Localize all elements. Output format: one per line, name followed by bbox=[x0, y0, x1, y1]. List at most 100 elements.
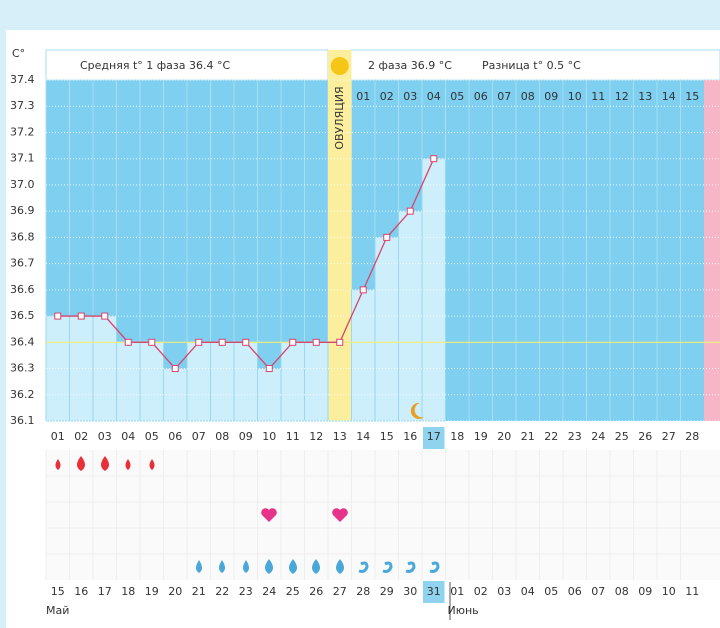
moon bbox=[410, 402, 424, 419]
date-label: 20 bbox=[168, 585, 182, 598]
point bbox=[312, 338, 320, 346]
date-label: 21 bbox=[192, 585, 206, 598]
bar bbox=[210, 341, 235, 422]
x-tick-label: 21 bbox=[521, 430, 535, 443]
x-tick-label: 14 bbox=[356, 430, 370, 443]
y-tick-label: 37.3 bbox=[10, 99, 35, 112]
point bbox=[195, 338, 203, 346]
date-label: 04 bbox=[521, 585, 535, 598]
date-label: 17 bbox=[98, 585, 112, 598]
point bbox=[101, 312, 109, 320]
phase2-day: 09 bbox=[544, 90, 558, 103]
x-tick-label: 13 bbox=[333, 430, 347, 443]
period-drop bbox=[125, 459, 131, 470]
phase2-day: 12 bbox=[615, 90, 629, 103]
date-label: 31 bbox=[427, 585, 441, 598]
date-label: 19 bbox=[145, 585, 159, 598]
y-tick-label: 36.8 bbox=[10, 230, 35, 243]
x-tick-label: 27 bbox=[662, 430, 676, 443]
x-tick-label: 25 bbox=[615, 430, 629, 443]
phase2-day: 02 bbox=[380, 90, 394, 103]
date-label: 03 bbox=[497, 585, 511, 598]
x-tick-label: 03 bbox=[98, 430, 112, 443]
bar bbox=[186, 341, 211, 422]
month-label: Май bbox=[46, 604, 69, 617]
date-label: 30 bbox=[403, 585, 417, 598]
x-tick-label: 04 bbox=[121, 430, 135, 443]
y-tick-label: 36.1 bbox=[10, 414, 35, 427]
point bbox=[54, 312, 62, 320]
difference-label: Разница t° 0.5 °C bbox=[482, 59, 581, 72]
date-label: 24 bbox=[262, 585, 276, 598]
date-label: 29 bbox=[380, 585, 394, 598]
date-label: 15 bbox=[51, 585, 65, 598]
point bbox=[218, 338, 226, 346]
x-tick-label: 02 bbox=[74, 430, 88, 443]
discharge bbox=[358, 561, 369, 573]
x-tick-label: 16 bbox=[403, 430, 417, 443]
y-tick-label: 37.4 bbox=[10, 73, 35, 86]
y-unit: C° bbox=[12, 47, 25, 60]
y-tick-label: 37.2 bbox=[10, 125, 35, 138]
point bbox=[406, 207, 414, 215]
date-label: 25 bbox=[286, 585, 300, 598]
x-tick-label: 09 bbox=[239, 430, 253, 443]
y-tick-label: 36.5 bbox=[10, 309, 35, 322]
y-tick-label: 37.0 bbox=[10, 178, 35, 191]
heart bbox=[332, 508, 348, 522]
date-label: 09 bbox=[638, 585, 652, 598]
x-tick-label: 08 bbox=[215, 430, 229, 443]
point bbox=[336, 338, 344, 346]
point bbox=[148, 338, 156, 346]
date-label: 23 bbox=[239, 585, 253, 598]
x-tick-label: 05 bbox=[145, 430, 159, 443]
y-tick-label: 37.1 bbox=[10, 152, 35, 165]
x-tick-label: 06 bbox=[168, 430, 182, 443]
x-tick-label: 15 bbox=[380, 430, 394, 443]
point bbox=[359, 286, 367, 294]
point bbox=[430, 155, 438, 163]
phase2-day: 10 bbox=[568, 90, 582, 103]
discharge bbox=[429, 561, 440, 573]
date-label: 16 bbox=[74, 585, 88, 598]
point bbox=[242, 338, 250, 346]
x-tick-label: 18 bbox=[450, 430, 464, 443]
point bbox=[289, 338, 297, 346]
phase1-label: Средняя t° 1 фаза 36.4 °C bbox=[80, 59, 230, 72]
point bbox=[77, 312, 85, 320]
x-tick-label: 20 bbox=[497, 430, 511, 443]
phase2-day: 07 bbox=[497, 90, 511, 103]
date-label: 22 bbox=[215, 585, 229, 598]
water-drop bbox=[336, 559, 344, 574]
x-tick-label: 23 bbox=[568, 430, 582, 443]
date-label: 18 bbox=[121, 585, 135, 598]
date-label: 27 bbox=[333, 585, 347, 598]
phase2-day: 08 bbox=[521, 90, 535, 103]
heart bbox=[261, 508, 277, 522]
water-drop bbox=[243, 560, 249, 573]
phase2-day: 01 bbox=[356, 90, 370, 103]
period-drop bbox=[149, 459, 155, 470]
today-box bbox=[423, 581, 445, 603]
water-drop bbox=[312, 559, 320, 574]
y-tick-label: 36.3 bbox=[10, 362, 35, 375]
period-drop bbox=[77, 456, 85, 471]
date-label: 05 bbox=[544, 585, 558, 598]
point bbox=[124, 338, 132, 346]
bar bbox=[304, 341, 329, 422]
water-drop bbox=[219, 560, 225, 573]
x-tick-label: 11 bbox=[286, 430, 300, 443]
water-drop bbox=[196, 560, 202, 573]
discharge bbox=[382, 561, 393, 573]
point bbox=[383, 233, 391, 241]
date-label: 07 bbox=[591, 585, 605, 598]
bar bbox=[233, 341, 258, 422]
date-label: 01 bbox=[450, 585, 464, 598]
date-label: 11 bbox=[685, 585, 699, 598]
bar bbox=[374, 236, 399, 422]
x-tick-label: 01 bbox=[51, 430, 65, 443]
bar bbox=[116, 341, 141, 422]
period-drop bbox=[55, 459, 61, 470]
ovulation-label: ОВУЛЯЦИЯ bbox=[333, 86, 346, 149]
